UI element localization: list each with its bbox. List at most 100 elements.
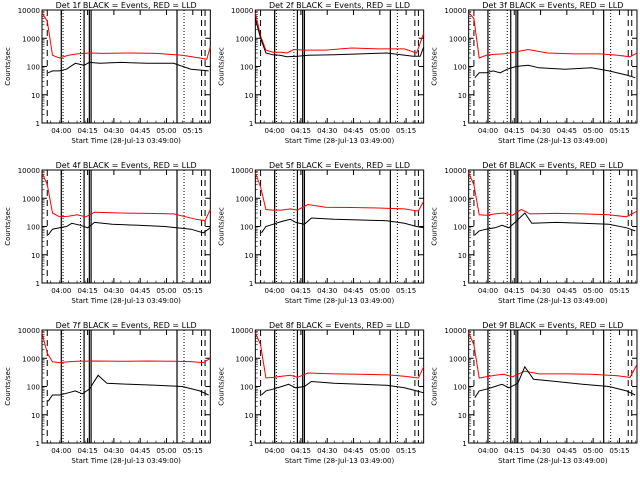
y-tick-label: 10: [31, 252, 40, 260]
panel-det-1: Det 1f BLACK = Events, RED = LLD 1 10 100 10…: [4, 1, 211, 145]
y-axis-label: Counts/sec: [4, 47, 12, 86]
y-tick-label: 1000: [449, 355, 467, 363]
series-lld-line: [254, 332, 425, 379]
y-tick-label: 10: [458, 412, 467, 420]
x-tick-label: 04:00: [51, 287, 71, 295]
y-tick-label: 1000: [236, 195, 254, 203]
y-tick-label: 10: [244, 92, 253, 100]
x-tick-label: 04:30: [104, 287, 124, 295]
y-tick-label: 100: [453, 64, 466, 72]
x-tick-label: 04:15: [504, 127, 524, 135]
y-tick-label: 1000: [236, 355, 254, 363]
y-axis-label: Counts/sec: [4, 367, 12, 406]
x-tick-label: 05:00: [583, 127, 603, 135]
series-events-line: [47, 61, 209, 74]
series-events-line: [474, 212, 636, 236]
x-tick-label: 05:15: [183, 287, 203, 295]
x-tick-label: 05:15: [396, 447, 416, 455]
x-tick-label: 04:45: [343, 287, 363, 295]
x-tick-label: 04:00: [478, 127, 498, 135]
y-tick-label: 1000: [22, 35, 40, 43]
x-tick-label: 04:30: [530, 127, 550, 135]
x-tick-label: 04:45: [557, 287, 577, 295]
y-tick-label: 10000: [231, 7, 253, 15]
x-axis-label: Start Time (28-Jul-13 03:49:00): [498, 137, 608, 145]
y-axis-label: Counts/sec: [217, 47, 225, 86]
x-tick-label: 05:00: [156, 447, 176, 455]
series-lld-line: [254, 172, 425, 212]
y-tick-label: 100: [453, 224, 466, 232]
y-tick-label: 10: [31, 92, 40, 100]
panel-title: Det 5f BLACK = Events, RED = LLD: [269, 161, 410, 170]
plot-frame: [254, 9, 425, 124]
y-axis-label: Counts/sec: [431, 207, 439, 246]
y-tick-label: 1: [36, 280, 40, 288]
y-tick-label: 10000: [18, 327, 40, 335]
x-tick-label: 04:15: [77, 127, 97, 135]
panel-title: Det 1f BLACK = Events, RED = LLD: [56, 1, 197, 10]
y-axis-label: Counts/sec: [4, 207, 12, 246]
y-tick-label: 10: [458, 252, 467, 260]
panel-det-2: Det 2f BLACK = Events, RED = LLD 1 10 100 10…: [217, 1, 425, 145]
series-events-line: [261, 217, 424, 234]
series-lld-line: [254, 12, 425, 54]
y-axis-label: Counts/sec: [217, 207, 225, 246]
y-tick-label: 10000: [444, 327, 466, 335]
x-tick-label: 04:45: [343, 127, 363, 135]
panel-title: Det 4f BLACK = Events, RED = LLD: [56, 161, 197, 170]
x-tick-label: 05:15: [183, 447, 203, 455]
panel-det-9: Det 9f BLACK = Events, RED = LLD 1 10 100 10…: [431, 321, 638, 465]
x-axis-label: Start Time (28-Jul-13 03:49:00): [498, 297, 608, 305]
x-tick-label: 05:15: [609, 127, 629, 135]
panel-det-5: Det 5f BLACK = Events, RED = LLD 1 10 100 10…: [217, 161, 425, 305]
y-tick-label: 100: [27, 384, 40, 392]
y-tick-label: 100: [27, 64, 40, 72]
y-tick-label: 1000: [236, 35, 254, 43]
y-tick-label: 100: [27, 224, 40, 232]
y-tick-label: 1: [249, 280, 253, 288]
x-tick-label: 05:15: [396, 127, 416, 135]
panel-title: Det 7f BLACK = Events, RED = LLD: [56, 321, 197, 330]
y-tick-label: 1000: [449, 195, 467, 203]
x-tick-label: 04:00: [51, 447, 71, 455]
y-tick-label: 1: [36, 440, 40, 448]
series-events-line: [474, 64, 636, 79]
y-tick-label: 10000: [444, 7, 466, 15]
x-axis-label: Start Time (28-Jul-13 03:49:00): [498, 457, 608, 465]
series-lld-line: [468, 172, 638, 218]
x-tick-label: 04:15: [291, 447, 311, 455]
x-tick-label: 04:00: [265, 287, 285, 295]
y-tick-label: 1000: [22, 355, 40, 363]
x-axis-label: Start Time (28-Jul-13 03:49:00): [71, 297, 181, 305]
x-tick-label: 05:00: [370, 447, 390, 455]
y-tick-label: 100: [240, 384, 253, 392]
panel-det-3: Det 3f BLACK = Events, RED = LLD 1 10 100 10…: [431, 1, 638, 145]
x-tick-label: 04:30: [530, 287, 550, 295]
x-tick-label: 04:45: [557, 447, 577, 455]
x-tick-label: 04:30: [530, 447, 550, 455]
series-lld-line: [41, 172, 211, 222]
x-tick-label: 04:15: [291, 127, 311, 135]
series-events-line: [47, 221, 211, 236]
x-tick-label: 05:15: [183, 127, 203, 135]
y-tick-label: 1: [462, 440, 466, 448]
y-tick-label: 10: [458, 92, 467, 100]
panel-title: Det 6f BLACK = Events, RED = LLD: [482, 161, 623, 170]
x-tick-label: 04:30: [317, 127, 337, 135]
x-tick-label: 05:15: [609, 287, 629, 295]
y-tick-label: 10: [244, 412, 253, 420]
y-tick-label: 10000: [18, 167, 40, 175]
series-events-line: [254, 18, 425, 58]
plot-frame: [254, 169, 425, 284]
y-tick-label: 10: [244, 252, 253, 260]
series-events-line: [47, 374, 209, 402]
panel-title: Det 2f BLACK = Events, RED = LLD: [269, 1, 410, 10]
series-lld-line: [41, 332, 211, 364]
y-tick-label: 100: [240, 224, 253, 232]
x-tick-label: 04:15: [504, 287, 524, 295]
x-tick-label: 05:15: [396, 287, 416, 295]
x-axis-label: Start Time (28-Jul-13 03:49:00): [71, 137, 181, 145]
x-tick-label: 04:30: [317, 287, 337, 295]
x-axis-label: Start Time (28-Jul-13 03:49:00): [285, 137, 395, 145]
x-tick-label: 04:15: [77, 447, 97, 455]
